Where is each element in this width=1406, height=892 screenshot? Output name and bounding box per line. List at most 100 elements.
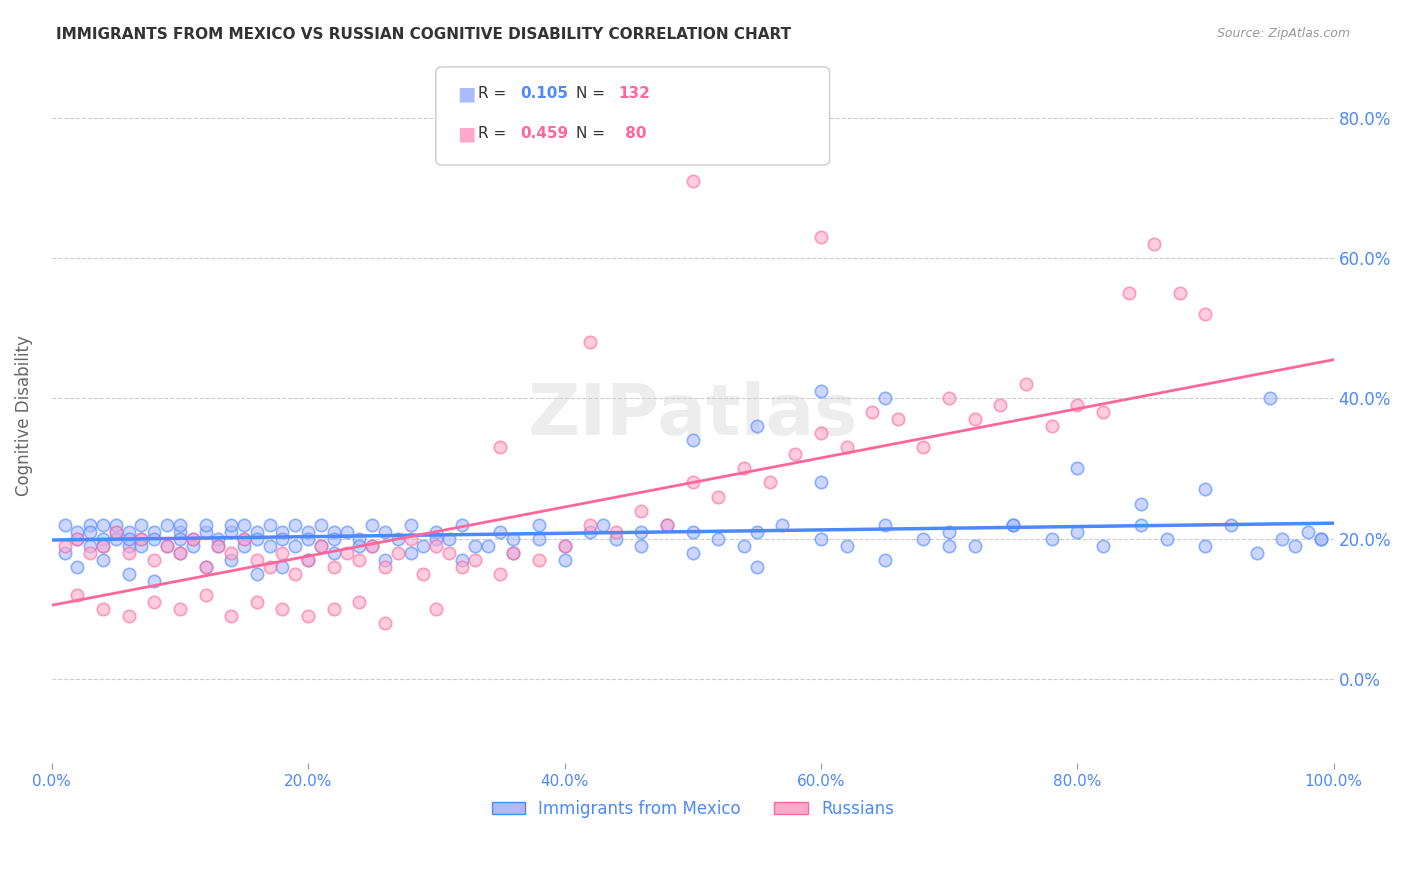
Point (745, 419, 768, 434)
Point (79, 517, 101, 532)
Text: 0.105: 0.105 (520, 87, 568, 101)
Point (91, 517, 114, 532)
Point (451, 552, 474, 566)
Point (1246, 546, 1268, 560)
Point (118, 608, 141, 623)
Point (527, 552, 550, 566)
Point (79, 539, 101, 553)
Point (143, 524, 166, 539)
Point (810, 532, 832, 546)
Point (246, 595, 269, 609)
Text: 0.459: 0.459 (520, 127, 568, 141)
Point (271, 532, 294, 546)
Point (361, 539, 384, 553)
Point (169, 517, 191, 532)
Text: ■: ■ (457, 124, 475, 144)
Point (1194, 307, 1216, 321)
Point (770, 517, 793, 532)
Point (1194, 483, 1216, 497)
Point (630, 524, 652, 539)
Point (53, 517, 76, 532)
Point (349, 552, 371, 566)
Point (169, 532, 191, 546)
Point (592, 517, 614, 532)
Point (194, 588, 217, 602)
Point (194, 559, 217, 574)
Point (169, 601, 191, 615)
Text: ZIPatlas: ZIPatlas (527, 381, 858, 450)
Point (489, 441, 512, 455)
Point (1143, 236, 1166, 251)
Point (733, 461, 755, 475)
Point (938, 539, 960, 553)
Point (322, 532, 344, 546)
Point (91, 539, 114, 553)
Point (387, 532, 409, 546)
Point (425, 524, 447, 539)
Point (66, 532, 89, 546)
Point (79, 546, 101, 560)
Point (53, 539, 76, 553)
Point (104, 524, 127, 539)
Y-axis label: Cognitive Disability: Cognitive Disability (15, 335, 32, 496)
Text: N =: N = (576, 87, 610, 101)
Point (451, 517, 474, 532)
Point (1156, 532, 1178, 546)
Point (297, 532, 319, 546)
Point (682, 546, 704, 560)
Point (91, 539, 114, 553)
Point (246, 532, 269, 546)
Point (502, 546, 524, 560)
Point (1091, 539, 1114, 553)
Point (131, 517, 153, 532)
Point (579, 335, 602, 350)
Point (464, 539, 486, 553)
Point (810, 426, 832, 441)
Point (1091, 405, 1114, 419)
Point (284, 539, 307, 553)
Point (143, 532, 166, 546)
Point (233, 532, 256, 546)
Text: 80: 80 (620, 127, 647, 141)
Point (437, 532, 460, 546)
Point (271, 559, 294, 574)
Point (860, 405, 883, 419)
Point (181, 539, 204, 553)
Point (349, 532, 371, 546)
Point (219, 608, 242, 623)
Point (1258, 392, 1281, 406)
Point (207, 539, 229, 553)
Point (451, 559, 474, 574)
Point (707, 532, 730, 546)
Point (502, 546, 524, 560)
Point (630, 539, 652, 553)
Point (963, 412, 986, 426)
Point (246, 566, 269, 581)
Point (309, 517, 332, 532)
Point (1296, 524, 1319, 539)
Point (143, 574, 166, 588)
Point (297, 552, 319, 566)
Point (194, 524, 217, 539)
Point (322, 559, 344, 574)
Point (309, 539, 332, 553)
Point (988, 398, 1011, 412)
Point (271, 524, 294, 539)
Point (1040, 419, 1063, 434)
Point (336, 524, 359, 539)
Point (181, 532, 204, 546)
Point (1002, 517, 1025, 532)
Point (682, 434, 704, 448)
Point (477, 539, 499, 553)
Point (271, 546, 294, 560)
Point (527, 517, 550, 532)
Text: 132: 132 (619, 87, 651, 101)
Point (104, 524, 127, 539)
Point (118, 539, 141, 553)
Point (630, 503, 652, 517)
Point (194, 517, 217, 532)
Point (207, 532, 229, 546)
Point (66, 532, 89, 546)
Point (309, 539, 332, 553)
Point (143, 552, 166, 566)
